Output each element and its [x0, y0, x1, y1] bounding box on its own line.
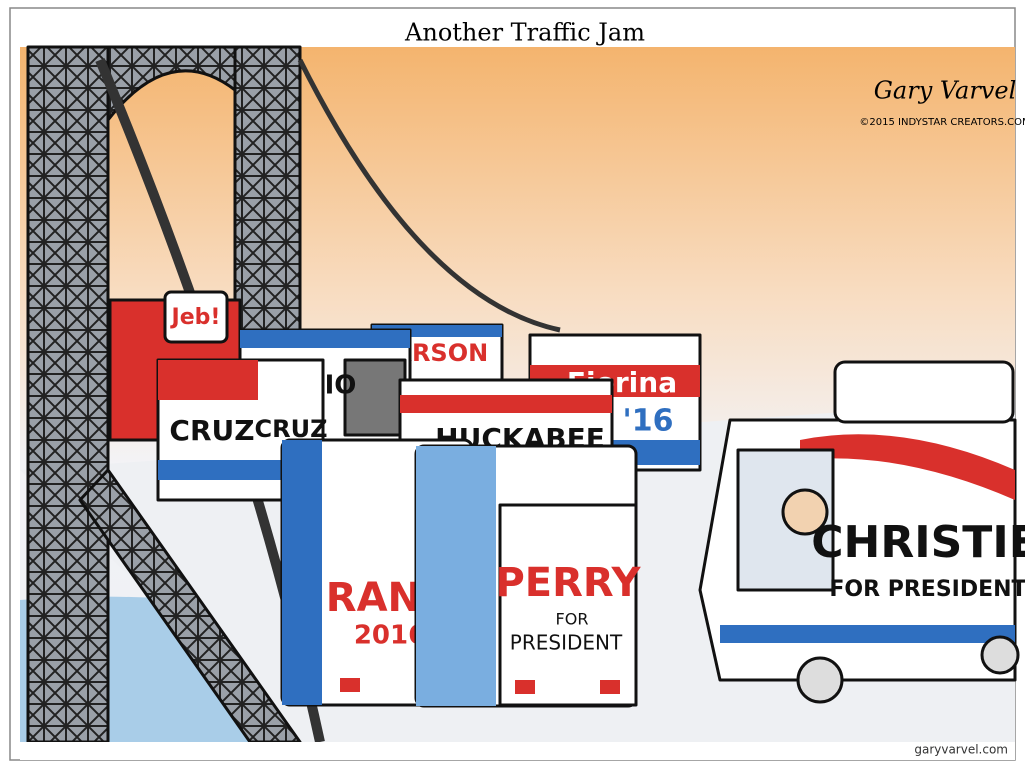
- signature: Gary Varvel: [874, 77, 1017, 105]
- tail-light: [600, 680, 620, 694]
- jeb-sign-text: Jeb!: [170, 305, 221, 330]
- bus-stripe: [400, 395, 612, 413]
- christie-label: CHRISTIE: [811, 517, 1025, 568]
- christie-line1: FOR PRESIDENT: [829, 577, 1025, 602]
- tower-leg: [235, 47, 300, 347]
- cartoon: Another Traffic Jam Jeb! CARSON Fiorina …: [0, 0, 1025, 767]
- fiorina-year: '16: [623, 404, 674, 439]
- bus-stripe: [720, 625, 1015, 643]
- footer-strip: [20, 742, 1015, 760]
- perry-line1: FOR: [556, 610, 589, 629]
- bus-stripe: [158, 360, 258, 400]
- perry-label: PERRY: [495, 560, 641, 606]
- wheel: [798, 658, 842, 702]
- bus-stripe: [416, 446, 496, 706]
- cruz-label: CRUZ: [169, 414, 254, 447]
- signature-credit: ©2015 INDYSTAR CREATORS.COM: [859, 117, 1025, 128]
- tail-light: [340, 678, 360, 692]
- bus-roof: [835, 362, 1013, 422]
- tail-light: [515, 680, 535, 694]
- bus-stripe: [240, 330, 410, 348]
- cartoon-title: Another Traffic Jam: [404, 19, 645, 47]
- perry-line2: PRESIDENT: [510, 631, 623, 655]
- footer-url: garyvarvel.com: [914, 743, 1008, 757]
- wheel: [982, 637, 1018, 673]
- tower-leg: [28, 47, 108, 742]
- bus-stripe: [282, 440, 322, 705]
